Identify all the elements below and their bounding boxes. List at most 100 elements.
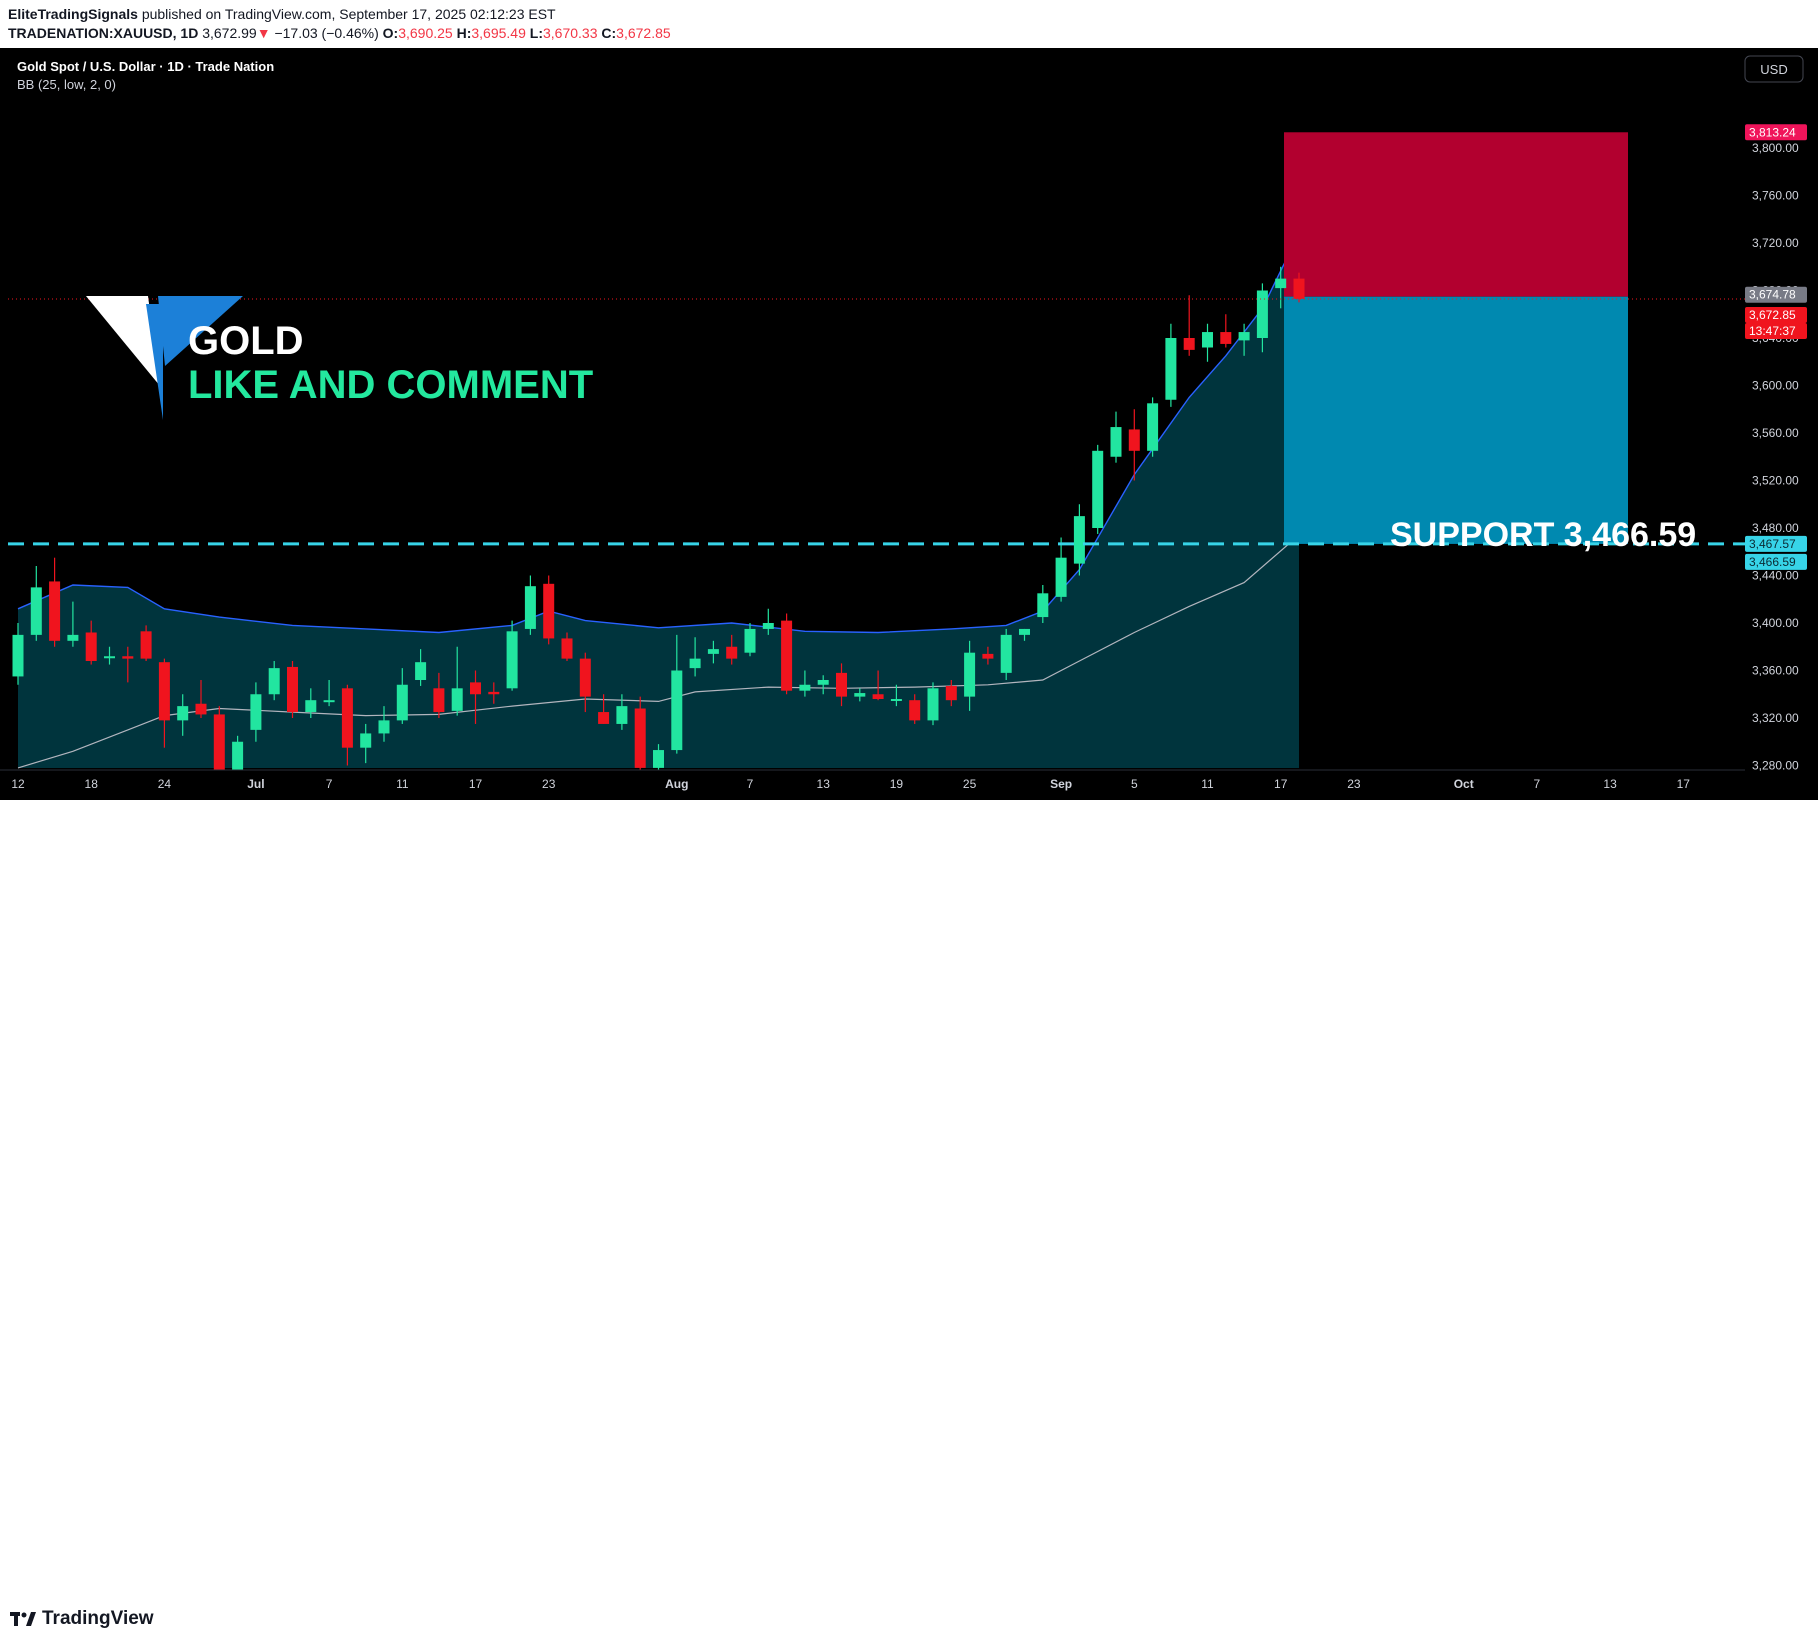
candle [341,684,353,766]
tradingview-logo[interactable]: TradingView [10,1608,154,1630]
candle-body [1055,557,1067,597]
candle-body [964,652,976,697]
candle-body [104,656,115,659]
candle [1019,628,1030,641]
candle-body [1073,516,1085,564]
low-label: L: [529,25,543,41]
candle [744,623,756,657]
candle-body [836,672,847,697]
price-lines [8,298,1745,546]
candle [470,670,481,724]
x-tick-label: 5 [1131,777,1138,791]
countdown-tag-bg [1745,322,1807,339]
candle-body [1037,593,1049,618]
y-tick-label: 3,360.00 [1752,664,1799,678]
symbol-label: TRADENATION:XAUUSD, 1D [8,25,199,41]
x-tick-label: 12 [11,777,25,791]
candle-body [799,684,811,691]
candle [396,668,408,724]
y-tick-label: 3,560.00 [1752,426,1799,440]
x-axis[interactable]: 12 18 24 Jul 7 11 17 23 Aug 7 13 19 25 Sep 5 11 17 23 Oct 7… [0,769,1763,800]
candle-body [506,631,518,689]
candle [12,623,24,685]
candle [726,634,738,665]
price-change: −17.03 (−0.46%) [274,25,379,41]
candle-body [579,658,591,697]
candlestick-chart[interactable]: 12 18 24 Jul 7 11 17 23 Aug 7 13 19 25 Sep 5 11 17 23 Oct 7… [0,48,1818,809]
candle [1110,411,1122,463]
candle-body [1183,338,1195,350]
candle [1202,323,1213,362]
candle [579,652,591,713]
x-tick-label: 17 [1274,777,1288,791]
candle-body [1000,634,1012,673]
x-tick-label: 23 [1347,777,1361,791]
publish-header: EliteTradingSignals published on Trading… [0,0,1818,48]
candle-body [982,653,994,659]
currency-button[interactable]: USD [1744,55,1804,83]
low-value: 3,670.33 [542,25,598,41]
last-price-tag: 3,672.85 [1745,306,1807,323]
x-tick-label: 18 [85,777,99,791]
candle-body [378,720,390,734]
position-zones[interactable] [1284,132,1628,544]
bb-upper-line [17,233,1300,634]
chart-area[interactable]: 12 18 24 Jul 7 11 17 23 Aug 7 13 19 25 Sep 5 11 17 23 Oct 7… [0,48,1818,809]
candle-body [1110,427,1122,457]
y-tick-label: 3,320.00 [1752,711,1799,725]
candle [653,744,664,773]
support-top-tag-text: 3,467.57 [1749,537,1796,551]
candle-body [927,688,939,721]
stop-price-tag-text: 3,813.24 [1749,125,1796,139]
candle [1183,295,1195,356]
candle [506,620,518,691]
candle-body [634,708,646,768]
x-tick-label: 25 [963,777,977,791]
candle-body [1293,278,1305,299]
candle-body [341,688,353,748]
candle-body [122,656,134,659]
currency-label[interactable]: USD [1760,62,1787,77]
support-price-tag-text: 3,466.59 [1749,555,1796,569]
candle [781,613,793,695]
candle-body [689,658,701,669]
y-axis[interactable]: 3,280.00 3,320.00 3,360.00 3,400.00 3,440.00… [1745,48,1818,800]
candle [451,646,463,716]
x-tick-label: 11 [1201,777,1214,791]
published-text: published on TradingView.com, September … [141,6,556,22]
candle [909,694,921,724]
tradingview-icon [10,1612,36,1626]
x-axis-background [0,770,1745,800]
take-profit-zone[interactable] [1284,296,1628,544]
stop-price-tag-bg [1745,124,1807,141]
candle-body [909,700,921,721]
candle [433,672,445,718]
candle [1092,444,1104,534]
last-price: 3,672.99 [202,25,257,41]
candle [836,663,847,707]
candle [890,684,902,707]
candle [1000,628,1012,680]
close-label: C: [601,25,617,41]
entry-price-tag-text: 3,674.78 [1749,288,1796,302]
candle-body [598,712,610,724]
bb-indicator-label[interactable]: BB (25, low, 2, 0) [17,77,116,92]
candle-body [1128,429,1140,451]
y-axis-background [1745,48,1818,800]
x-tick-label: 19 [890,777,904,791]
stop-price-tag: 3,813.24 [1745,124,1807,141]
overlay-like-comment-text: LIKE AND COMMENT [188,363,593,407]
candle-body [470,682,481,695]
stop-loss-zone[interactable] [1284,132,1628,297]
candle-body [561,638,573,659]
x-tick-label: 17 [1677,777,1691,791]
gold-logo-icon [86,296,243,420]
candle-body [1147,403,1159,451]
candle-body [488,691,500,695]
candle [817,675,829,695]
candle [854,688,866,702]
x-tick-label: 7 [326,777,333,791]
ohlc-line: TRADENATION:XAUUSD, 1D 3,672.99▼ −17.03 … [8,25,671,41]
down-arrow-icon: ▼ [256,25,271,41]
author-name[interactable]: EliteTradingSignals [8,6,138,22]
